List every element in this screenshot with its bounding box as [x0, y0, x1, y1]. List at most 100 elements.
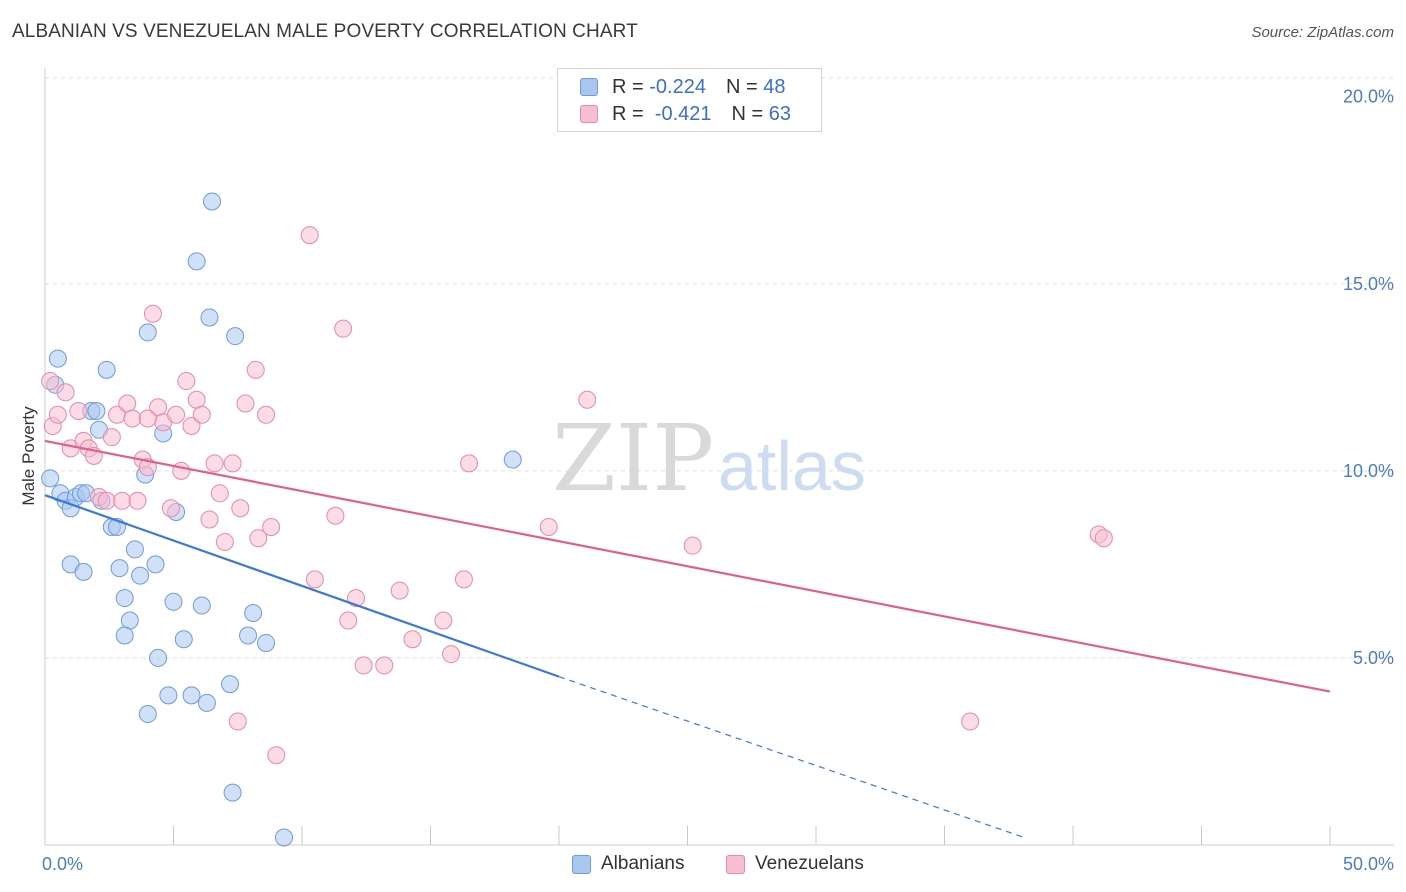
point-venezuelans [300, 226, 319, 245]
point-venezuelans [172, 461, 191, 480]
point-venezuelans [228, 712, 247, 731]
point-venezuelans [143, 304, 162, 323]
point-albanians [48, 349, 67, 368]
point-venezuelans [262, 517, 281, 536]
point-venezuelans [192, 405, 211, 424]
point-venezuelans [102, 428, 121, 447]
point-venezuelans [267, 746, 286, 765]
legend-row-albanians: R = -0.224 N = 48 [580, 76, 785, 98]
trend-line-extension-albanians [558, 676, 1025, 839]
point-venezuelans [683, 536, 702, 555]
legend-n-label: N = [725, 75, 758, 98]
point-venezuelans [539, 517, 558, 536]
legend-r-value: -0.421 [654, 102, 712, 125]
point-venezuelans [118, 394, 137, 413]
point-venezuelans [128, 491, 147, 510]
point-venezuelans [223, 454, 242, 473]
bottom-legend-label-albanians: Albanians [601, 853, 685, 874]
legend-n-label: N = [731, 102, 764, 125]
point-venezuelans [390, 581, 409, 600]
bottom-legend-albanians: Albanians [572, 852, 684, 876]
bottom-legend-label-venezuelans: Venezuelans [755, 853, 864, 874]
point-venezuelans [97, 491, 116, 510]
source-label: Source: ZipAtlas.com [1251, 24, 1394, 41]
point-venezuelans [334, 319, 353, 338]
point-albanians [244, 604, 263, 623]
legend-r-label: R = [612, 75, 644, 98]
point-venezuelans [161, 499, 180, 518]
point-venezuelans [305, 570, 324, 589]
point-albanians [221, 675, 240, 694]
legend-r-label: R = [612, 102, 644, 125]
point-albanians [174, 630, 193, 649]
point-venezuelans [56, 383, 75, 402]
point-albanians [41, 469, 60, 488]
point-albanians [200, 308, 219, 327]
point-albanians [239, 626, 258, 645]
point-albanians [138, 705, 157, 724]
point-venezuelans [177, 372, 196, 391]
point-venezuelans [113, 491, 132, 510]
point-albanians [226, 327, 245, 346]
point-venezuelans [403, 630, 422, 649]
y-tick-label: 15.0% [1343, 274, 1394, 294]
point-albanians [138, 323, 157, 342]
y-tick-label: 20.0% [1343, 87, 1394, 107]
point-venezuelans [187, 390, 206, 409]
legend-n-value: 48 [763, 75, 786, 98]
y-tick-label: 10.0% [1343, 461, 1394, 481]
point-venezuelans [454, 570, 473, 589]
point-albanians [503, 450, 522, 469]
point-venezuelans [1094, 529, 1113, 548]
point-venezuelans [460, 454, 479, 473]
legend-row-venezuelans: R = -0.421 N = 63 [580, 103, 791, 125]
point-venezuelans [249, 529, 268, 548]
data-points [41, 192, 1113, 847]
point-venezuelans [326, 506, 345, 525]
point-albanians [187, 252, 206, 271]
correlation-legend: R = -0.224 N = 48 R = -0.421 N = 63 [557, 68, 822, 132]
point-albanians [110, 559, 129, 578]
point-albanians [131, 566, 150, 585]
bottom-legend-swatch-venezuelans [726, 854, 745, 874]
point-venezuelans [354, 656, 373, 675]
point-albanians [97, 360, 116, 379]
point-albanians [197, 693, 216, 712]
point-albanians [120, 611, 139, 630]
point-venezuelans [210, 484, 229, 503]
point-venezuelans [246, 360, 265, 379]
point-albanians [192, 596, 211, 615]
point-albanians [149, 648, 168, 667]
watermark-atlas: atlas [718, 427, 866, 505]
trend-line-albanians [44, 494, 560, 678]
point-venezuelans [961, 712, 980, 731]
point-albanians [203, 192, 222, 211]
point-venezuelans [205, 454, 224, 473]
point-albanians [115, 589, 134, 608]
watermark-zip: ZIP [552, 405, 714, 512]
point-venezuelans [231, 499, 250, 518]
legend-r-value: -0.224 [649, 75, 706, 98]
point-albanians [115, 626, 134, 645]
point-venezuelans [434, 611, 453, 630]
point-albanians [223, 783, 242, 802]
watermark: ZIP atlas [552, 405, 866, 512]
point-albanians [87, 401, 106, 420]
point-albanians [164, 592, 183, 611]
legend-n-value: 63 [768, 102, 792, 125]
axes [44, 68, 1394, 846]
point-venezuelans [182, 416, 201, 435]
point-venezuelans [41, 372, 60, 391]
tick-labels: 5.0% 10.0% 15.0% 20.0% 0.0% 50.0% [42, 87, 1394, 874]
bottom-legend-swatch-albanians [572, 854, 591, 874]
trend-lines [44, 439, 1331, 839]
legend-swatch-albanians [580, 78, 598, 96]
point-venezuelans [200, 510, 219, 529]
y-axis-label: Male Poverty [19, 406, 38, 506]
point-venezuelans [48, 405, 67, 424]
point-venezuelans [375, 656, 394, 675]
chart-title: ALBANIAN VS VENEZUELAN MALE POVERTY CORR… [12, 21, 638, 42]
point-albanians [146, 555, 165, 574]
point-venezuelans [123, 409, 142, 428]
